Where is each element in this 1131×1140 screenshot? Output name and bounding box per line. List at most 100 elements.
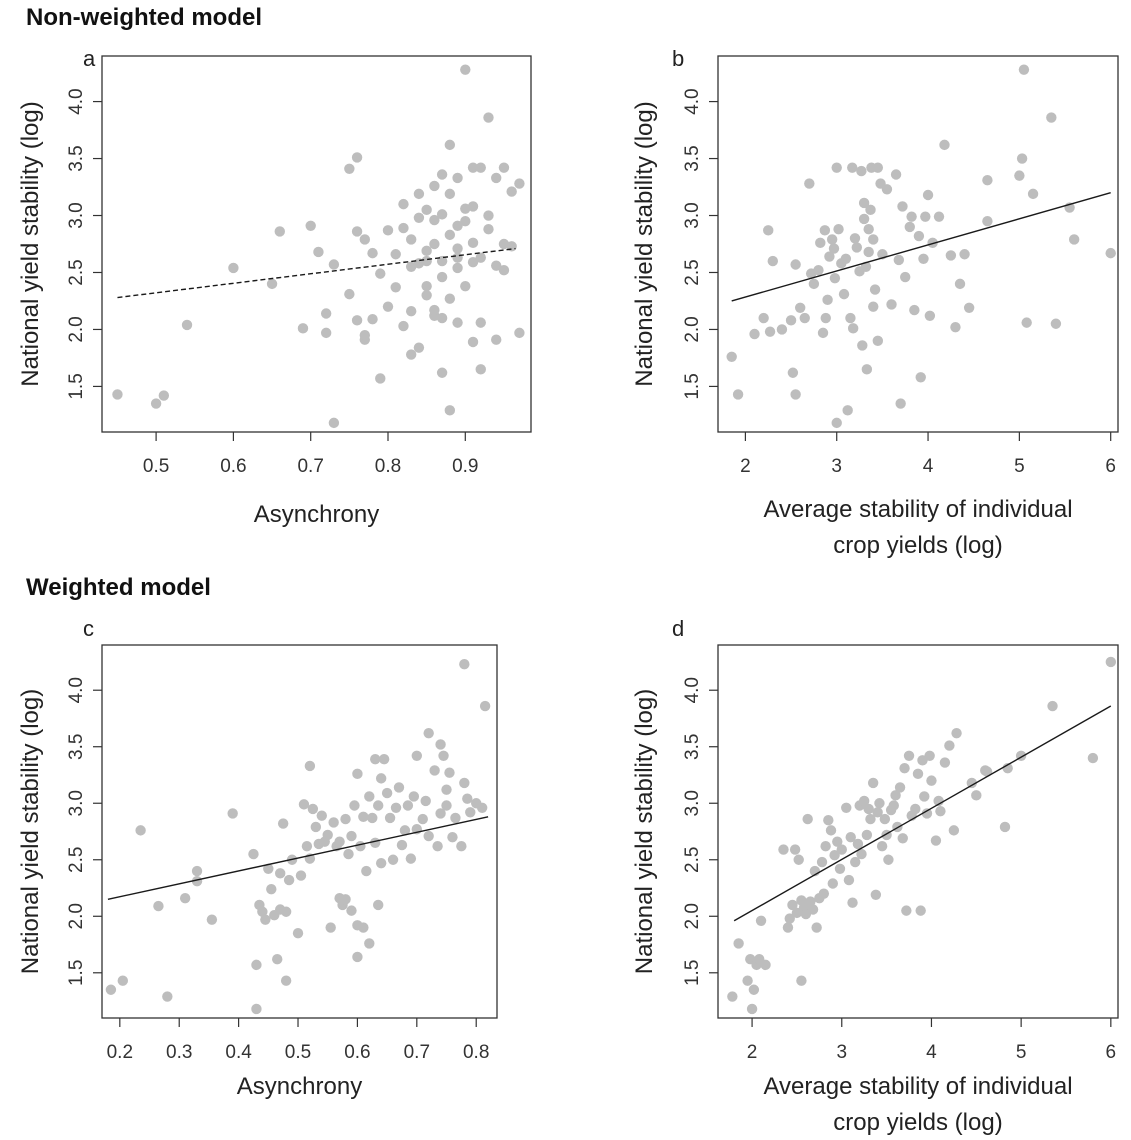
- data-point: [248, 848, 259, 860]
- x-tick-label: 0.9: [452, 456, 478, 477]
- data-point: [832, 836, 843, 847]
- x-tick-label: 2: [747, 1042, 758, 1063]
- data-point: [436, 367, 448, 378]
- non-weighted-section-title: Non-weighted model: [26, 4, 262, 31]
- data-point: [872, 335, 884, 347]
- x-tick-label: 4: [926, 1042, 937, 1063]
- data-point: [444, 188, 456, 200]
- data-point: [818, 888, 830, 899]
- data-point: [833, 223, 844, 235]
- data-point: [325, 922, 336, 933]
- data-point: [340, 813, 351, 825]
- y-tick-label: 2.5: [66, 847, 87, 873]
- data-point: [790, 389, 801, 400]
- data-point: [417, 813, 428, 825]
- data-point: [465, 807, 476, 818]
- data-point: [105, 984, 117, 995]
- y-tick-label: 4.0: [66, 88, 87, 114]
- data-point: [462, 793, 473, 804]
- x-tick-label: 0.4: [225, 1042, 252, 1063]
- y-tick-label: 2.0: [66, 316, 87, 342]
- data-point: [358, 811, 369, 823]
- data-point: [384, 812, 396, 824]
- data-point: [861, 829, 873, 841]
- data-point: [150, 398, 162, 409]
- scatter-panel-d: d 2 3 4 5 6 1.5 2.0 2.5 3.0 3.5 4.0 National yield s…: [631, 616, 1119, 1136]
- data-point: [845, 831, 856, 843]
- data-point: [971, 790, 982, 801]
- scatter-panel-c: c 0.2 0.3 0.4 0.5 0.6 0.7 0.8 1.5 2.0 2.5 3.0 3.5 4.0…: [17, 616, 498, 1100]
- data-point: [951, 727, 962, 739]
- data-point: [748, 984, 760, 995]
- data-point: [361, 865, 372, 877]
- data-point: [808, 278, 820, 290]
- data-point: [825, 825, 837, 836]
- data-point: [829, 272, 841, 284]
- data-point: [732, 389, 744, 400]
- data-point: [749, 328, 760, 340]
- data-point: [959, 249, 970, 260]
- data-point: [881, 184, 893, 195]
- data-point: [950, 321, 961, 333]
- data-point: [475, 364, 486, 375]
- data-point: [450, 812, 461, 824]
- data-point: [263, 863, 274, 874]
- data-point: [999, 821, 1011, 833]
- data-point: [429, 214, 440, 226]
- data-point: [945, 250, 957, 261]
- data-point: [343, 848, 354, 860]
- data-point: [861, 364, 873, 375]
- y-tick-label: 2.5: [682, 259, 703, 285]
- data-point: [954, 278, 966, 290]
- x-tick-label: 0.6: [344, 1042, 370, 1063]
- data-point: [1047, 700, 1058, 712]
- data-point: [390, 282, 401, 293]
- data-point: [836, 844, 847, 855]
- data-point: [436, 169, 448, 180]
- data-point: [823, 814, 834, 826]
- data-point: [432, 840, 443, 852]
- y-tick-label: 1.5: [682, 960, 703, 986]
- data-point: [316, 810, 327, 821]
- y-tick-label: 4.0: [682, 677, 703, 703]
- data-point: [894, 782, 906, 793]
- data-point: [370, 753, 381, 765]
- data-point: [767, 255, 778, 267]
- data-point: [251, 959, 262, 971]
- data-point: [381, 787, 393, 799]
- data-point: [897, 833, 908, 844]
- x-axis-label: Asynchrony: [254, 501, 379, 528]
- data-point: [298, 799, 310, 810]
- data-point: [328, 417, 340, 429]
- data-point: [910, 803, 921, 815]
- data-point: [948, 825, 960, 836]
- data-point: [272, 954, 283, 965]
- data-point: [886, 299, 897, 310]
- y-tick-label: 3.5: [682, 734, 703, 760]
- x-tick-label: 0.3: [166, 1042, 192, 1063]
- data-point: [340, 894, 351, 905]
- data-point: [921, 808, 933, 819]
- data-point: [863, 246, 874, 258]
- data-point: [467, 237, 479, 249]
- data-point: [933, 795, 944, 807]
- data-point: [460, 216, 471, 227]
- data-point: [364, 791, 375, 802]
- data-point: [811, 922, 822, 933]
- data-point: [358, 922, 369, 933]
- data-point: [301, 840, 313, 852]
- data-point: [447, 831, 458, 843]
- data-point: [274, 226, 285, 237]
- data-point: [935, 805, 946, 817]
- data-point: [829, 850, 840, 861]
- data-point: [352, 951, 363, 963]
- data-point: [398, 222, 409, 234]
- data-point: [351, 152, 363, 163]
- regression-line: [107, 816, 489, 901]
- data-point: [856, 165, 867, 177]
- data-point: [804, 178, 815, 189]
- panel-label: a: [83, 46, 96, 71]
- data-point: [913, 230, 925, 242]
- y-tick-label: 1.5: [66, 960, 87, 986]
- data-point: [802, 813, 813, 825]
